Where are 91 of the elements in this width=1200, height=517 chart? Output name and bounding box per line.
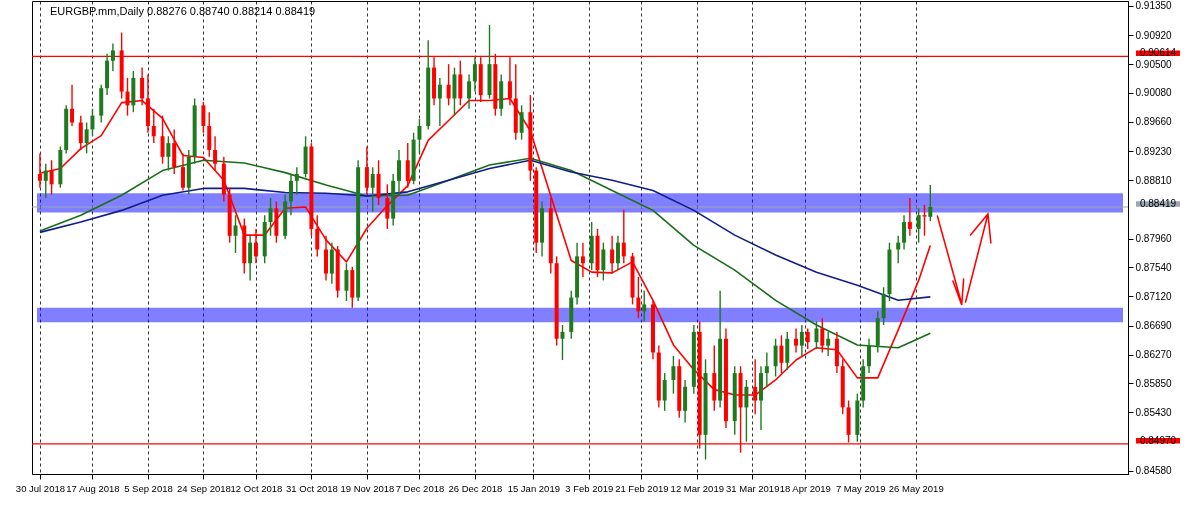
- x-tick-label: 30 Jul 2018: [15, 482, 65, 494]
- candlestick: [794, 327, 799, 354]
- candlestick: [385, 183, 390, 230]
- x-tick-label: 19 Nov 2018: [340, 482, 395, 494]
- candlestick: [773, 338, 778, 378]
- x-tick-label: 12 Mar 2019: [670, 482, 724, 494]
- candlestick: [70, 84, 75, 127]
- candlestick: [110, 42, 115, 72]
- y-tick-label: 0.85850: [1135, 377, 1173, 389]
- candlestick: [636, 276, 641, 319]
- y-tick-label: 0.90500: [1135, 58, 1173, 70]
- candlestick: [907, 197, 912, 237]
- y-tick-label: 0.86270: [1135, 349, 1173, 361]
- x-tick-label: 26 Dec 2018: [448, 482, 503, 494]
- candlestick: [344, 262, 349, 302]
- y-tick-label: 0.89230: [1135, 145, 1173, 157]
- x-tick-label: 15 Jan 2019: [507, 482, 560, 494]
- chart-title: EURGBP.mm,Daily 0.88276 0.88740 0.88214 0.88419: [50, 4, 316, 17]
- candlestick: [84, 121, 89, 155]
- y-tick-label: 0.90920: [1135, 29, 1173, 41]
- candlestick: [896, 235, 901, 264]
- candlestick: [151, 108, 156, 144]
- y-tick-label: 0.89660: [1135, 116, 1173, 128]
- x-tick-label: 3 Feb 2019: [565, 482, 614, 494]
- y-tick-label: 0.90080: [1135, 87, 1173, 99]
- x-tick-label: 31 Mar 2019: [726, 482, 780, 494]
- x-tick-label: 5 Sep 2018: [124, 482, 173, 494]
- y-tick-label: 0.87540: [1135, 261, 1173, 273]
- ref-line-label: 0.90614: [1139, 47, 1177, 59]
- y-tick-label: 0.87120: [1135, 290, 1173, 302]
- candlestick: [621, 209, 626, 264]
- candlestick: [364, 145, 369, 196]
- x-tick-label: 17 Aug 2018: [66, 482, 120, 494]
- x-tick-label: 7 May 2019: [835, 482, 886, 494]
- candlestick: [601, 241, 606, 282]
- candlestick: [560, 324, 565, 361]
- candlestick: [248, 235, 253, 282]
- candlestick: [671, 355, 676, 395]
- candlestick: [764, 351, 769, 388]
- candlestick: [922, 204, 927, 237]
- candlestick: [928, 184, 933, 222]
- candlestick: [370, 166, 375, 213]
- candlestick: [417, 118, 422, 155]
- candlestick: [213, 135, 218, 172]
- y-tick-label: 0.91350: [1135, 0, 1173, 12]
- candlestick: [446, 63, 451, 107]
- ref-line-label: 0.84970: [1139, 434, 1177, 446]
- candlestick: [160, 114, 165, 165]
- candlestick: [902, 214, 907, 251]
- candlestick: [610, 235, 615, 275]
- line-series: [39, 159, 932, 302]
- candlestick: [615, 235, 620, 271]
- candlestick: [467, 73, 472, 110]
- candlestick: [43, 163, 48, 199]
- y-tick-label: 0.84580: [1135, 465, 1173, 477]
- candlestick: [201, 101, 206, 134]
- x-tick-label: 21 Feb 2019: [615, 482, 669, 494]
- candlestick: [78, 114, 83, 151]
- x-tick-label: 24 Sep 2018: [176, 482, 231, 494]
- candlestick: [253, 228, 258, 264]
- candlestick: [49, 159, 54, 196]
- candlestick: [268, 197, 273, 237]
- candlestick: [580, 241, 585, 278]
- candlestick: [315, 214, 320, 258]
- candlestick: [662, 372, 667, 412]
- y-tick-label: 0.88810: [1135, 174, 1173, 186]
- candlestick: [294, 166, 299, 196]
- candlestick: [405, 142, 410, 189]
- x-tick-label: 31 Oct 2018: [286, 482, 338, 494]
- candlestick: [820, 317, 825, 354]
- ref-line-label: 0.88419: [1139, 198, 1177, 210]
- x-tick-label: 18 Apr 2019: [779, 482, 831, 494]
- candlestick: [472, 56, 477, 93]
- candlestick: [437, 77, 442, 127]
- candlestick: [744, 379, 749, 443]
- candlestick: [916, 207, 921, 244]
- x-tick-label: 7 Dec 2018: [395, 482, 445, 494]
- y-tick-label: 0.87960: [1135, 233, 1173, 245]
- candlestick: [519, 104, 524, 141]
- candlestick: [180, 152, 185, 192]
- x-tick-label: 26 May 2019: [888, 482, 944, 494]
- y-tick-label: 0.86690: [1135, 320, 1173, 332]
- candlestick: [799, 324, 804, 357]
- candlestick: [779, 334, 784, 374]
- y-tick-label: 0.85430: [1135, 406, 1173, 418]
- x-tick-label: 12 Oct 2018: [230, 482, 283, 494]
- candlestick: [90, 108, 95, 137]
- candlestick: [642, 290, 647, 323]
- candlestick: [288, 173, 293, 216]
- candlestick: [233, 214, 238, 254]
- candlestick: [805, 327, 810, 350]
